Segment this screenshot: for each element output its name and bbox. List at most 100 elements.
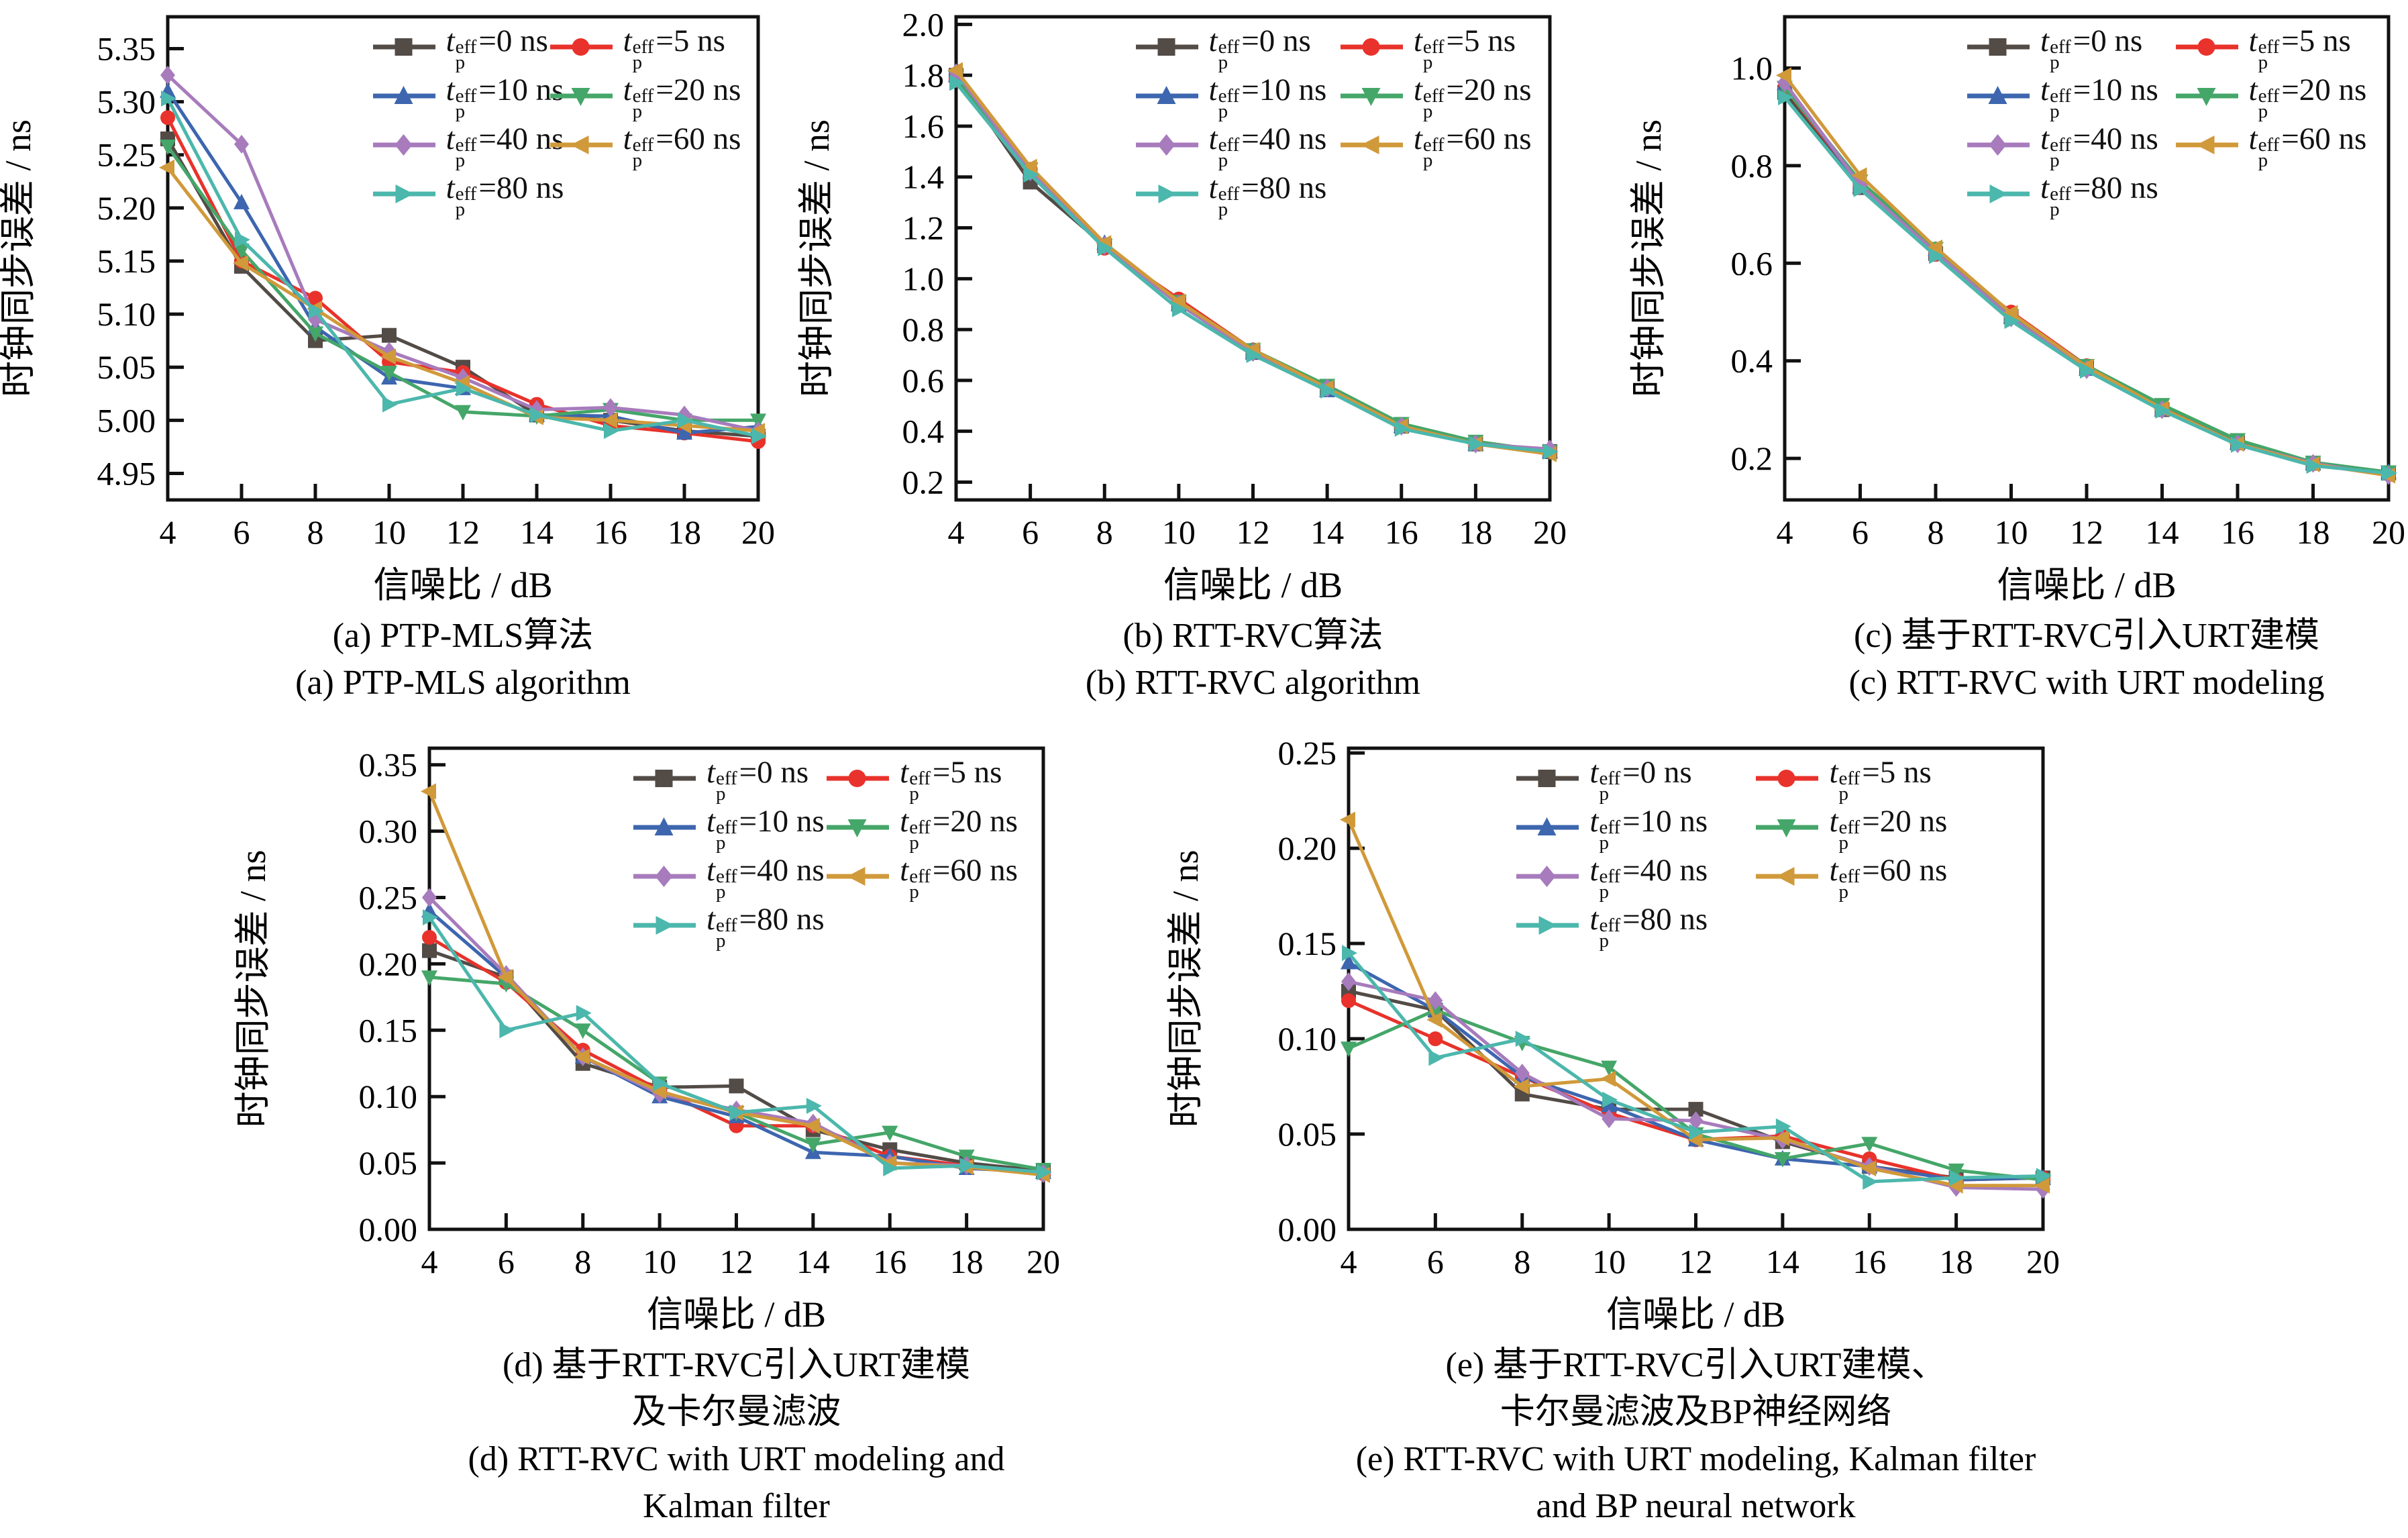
legend-sub: p <box>1599 783 1609 805</box>
y-tick-label: 0.25 <box>359 879 418 917</box>
legend-label: t eff p =0 ns <box>1208 23 1311 73</box>
x-tick-label: 20 <box>1027 1243 1060 1280</box>
caption-line: (c) RTT-RVC with URT modeling <box>1848 664 2325 702</box>
caption-line: (a) PTP-MLS algorithm <box>295 664 631 702</box>
y-tick-label: 5.10 <box>97 295 156 333</box>
legend-sub: p <box>1599 832 1609 854</box>
legend-label: t eff p =20 ns <box>2248 72 2367 122</box>
legend-marker-triangle-up-icon <box>1135 86 1198 104</box>
legend-label: t eff p =0 ns <box>1589 755 1692 805</box>
legend-label: t eff p =5 ns <box>900 755 1002 805</box>
legend-sub: p <box>2050 199 2060 220</box>
caption-line: (d) RTT-RVC with URT modeling and <box>468 1440 1005 1478</box>
legend-label: t eff p =20 ns <box>1829 804 1948 854</box>
legend-sup: eff <box>632 85 654 107</box>
y-tick-label: 0.25 <box>1278 734 1337 772</box>
legend-sub: p <box>455 150 466 171</box>
legend-label: t eff p =60 ns <box>1829 853 1948 903</box>
x-axis-label: 信噪比 / dB <box>1997 565 2176 605</box>
x-tick-label: 4 <box>421 1243 438 1280</box>
y-tick-label: 5.35 <box>97 30 156 67</box>
legend-label: t eff p =40 ns <box>446 121 564 171</box>
y-axis-d: 0.00 0.05 0.10 0.15 0.20 0.25 0.30 0.35 <box>359 746 446 1248</box>
legend-item-tp80: t eff p =80 ns <box>1515 902 1708 952</box>
legend-sub: p <box>716 881 726 903</box>
x-tick-label: 16 <box>1852 1243 1886 1280</box>
legend-label: t eff p =60 ns <box>900 853 1018 903</box>
legend-sub: p <box>455 199 466 220</box>
legend-item-tp60: t eff p =60 ns <box>1339 123 1532 170</box>
y-tick-label: 0.35 <box>359 746 418 784</box>
legend-sub: p <box>909 881 919 903</box>
caption-line: 及卡尔曼滤波 <box>631 1393 841 1431</box>
legend-label: t eff p =10 ns <box>706 804 825 854</box>
x-tick-label: 10 <box>643 1243 676 1280</box>
x-tick-label: 4 <box>948 513 965 551</box>
x-tick-label: 4 <box>1777 513 1793 551</box>
legend-sup: eff <box>632 134 654 156</box>
y-tick-label: 1.4 <box>902 158 945 196</box>
x-tick-label: 4 <box>1341 1243 1357 1280</box>
x-axis-e: 4 6 8 10 12 14 16 18 20 <box>1341 1213 2060 1280</box>
x-tick-label: 12 <box>1237 513 1270 551</box>
legend-label: t eff p =40 ns <box>2040 121 2158 171</box>
y-tick-label: 0.15 <box>1278 925 1337 962</box>
legend-label: t eff p =60 ns <box>2248 121 2367 171</box>
x-axis-d: 4 6 8 10 12 14 16 18 20 <box>421 1213 1060 1280</box>
legend-sub: p <box>632 52 643 73</box>
legend-label: t eff p =60 ns <box>623 121 741 171</box>
y-axis-label: 时钟同步误差 / ns <box>1628 119 1669 397</box>
legend-marker-diamond-icon <box>1516 866 1579 887</box>
caption-line: (c) 基于RTT-RVC引入URT建模 <box>1854 617 2319 655</box>
y-axis-b: 0.2 0.4 0.6 0.8 1.0 1.2 1.4 1.6 1.8 2.0 <box>902 5 972 501</box>
chart-panel-d: 0.00 0.05 0.10 0.15 0.20 0.25 0.30 0.35 4 6 8 10 12 1… <box>233 746 1060 1335</box>
legend-sub: p <box>2050 52 2060 73</box>
caption-line: 卡尔曼滤波及BP神经网络 <box>1500 1393 1892 1431</box>
legend-sup: eff <box>2258 85 2280 107</box>
legend-marker-triangle-left-icon <box>827 867 890 886</box>
legend-sup: eff <box>455 36 477 58</box>
legend-item-tp5: t eff p =5 ns <box>1339 23 1516 73</box>
legend-item-tp0: t eff p =0 ns <box>1135 23 1311 73</box>
legend-sup: eff <box>632 36 654 58</box>
legend-sub: p <box>909 832 919 854</box>
x-tick-label: 18 <box>2297 513 2330 551</box>
legend-item-tp5: t eff p =5 ns <box>549 25 725 73</box>
y-axis-c: 0.2 0.4 0.6 0.8 1.0 <box>1731 49 1801 477</box>
legend-sup: eff <box>716 768 737 790</box>
legend-item-tp5: t eff p =5 ns <box>1755 755 1932 805</box>
legend-marker-triangle-down-icon <box>827 819 890 837</box>
legend-label: t eff p =5 ns <box>1413 23 1516 73</box>
legend-item-tp80: t eff p =80 ns <box>1135 172 1326 219</box>
legend-sup: eff <box>1838 768 1861 790</box>
legend-marker-diamond-icon <box>372 134 435 156</box>
x-tick-label: 20 <box>2026 1243 2060 1280</box>
legend-sub: p <box>716 930 726 952</box>
y-axis-e: 0.00 0.05 0.10 0.15 0.20 0.25 <box>1278 734 1365 1248</box>
legend-sub: p <box>455 52 466 73</box>
legend-sub: p <box>1599 930 1609 952</box>
x-tick-label: 14 <box>2146 513 2179 551</box>
y-tick-label: 5.20 <box>97 189 156 227</box>
legend-label: t eff p =0 ns <box>2040 23 2143 73</box>
x-tick-label: 16 <box>2221 513 2254 551</box>
caption-panel-e: (e) 基于RTT-RVC引入URT建模、 卡尔曼滤波及BP神经网络 (e) RTT… <box>1193 1342 2199 1530</box>
legend-marker-triangle-left-icon <box>2175 136 2238 154</box>
x-axis-label: 信噪比 / dB <box>1163 565 1343 605</box>
x-tick-label: 8 <box>307 513 324 551</box>
legend-sup: eff <box>455 134 477 156</box>
x-tick-label: 6 <box>233 513 250 551</box>
legend-sub: p <box>2258 150 2268 171</box>
y-tick-label: 5.05 <box>97 348 156 386</box>
x-tick-label: 8 <box>1514 1243 1530 1280</box>
legend-label: t eff p =80 ns <box>1589 902 1708 952</box>
legend-sup: eff <box>1599 866 1621 888</box>
legend-sup: eff <box>909 866 931 888</box>
caption-line: (a) PTP-MLS算法 <box>332 617 594 655</box>
y-tick-label: 2.0 <box>902 5 945 43</box>
caption-line: (d) 基于RTT-RVC引入URT建模 <box>503 1346 970 1384</box>
caption-panel-c: (c) 基于RTT-RVC引入URT建模 (c) RTT-RVC with URT… <box>1583 613 2408 707</box>
legend-label: t eff p =5 ns <box>1829 755 1932 805</box>
